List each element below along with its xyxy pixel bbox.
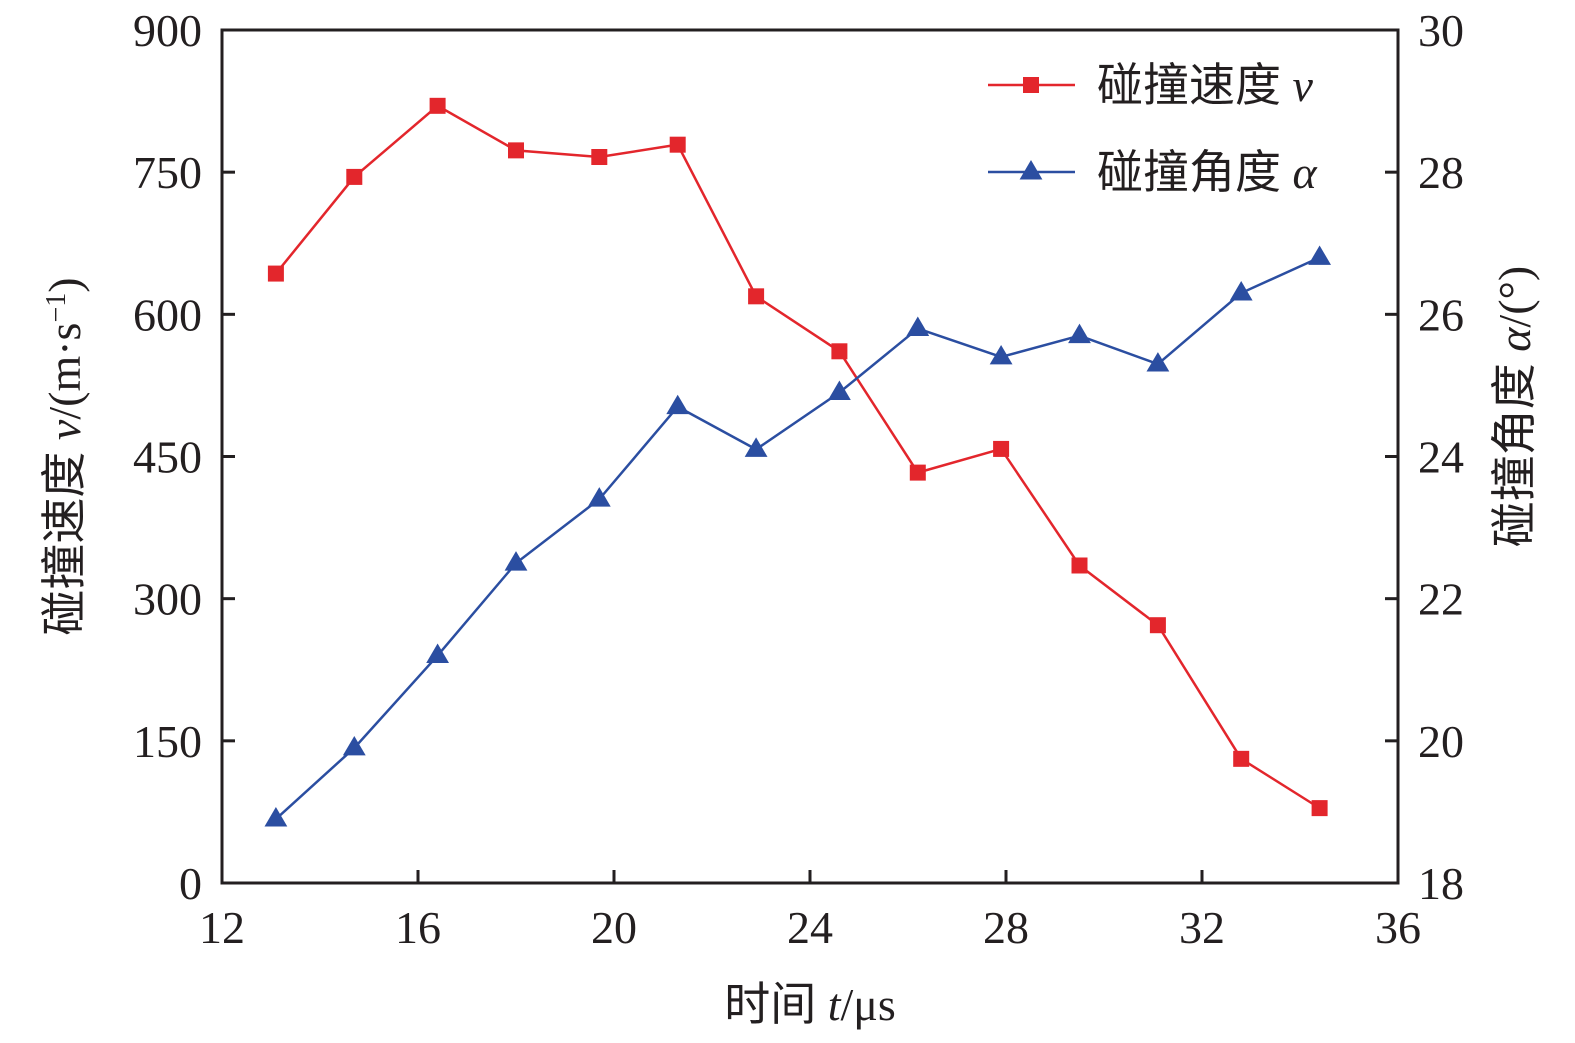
y-axis-left-title-variable: v — [39, 419, 90, 440]
data-point-triangle — [587, 487, 611, 507]
x-tick-label: 20 — [591, 902, 637, 953]
series-line-1 — [275, 256, 1321, 820]
y-left-tick-label: 750 — [133, 147, 202, 198]
legend-item-velocity: 碰撞速度 v — [988, 60, 1314, 111]
data-point-square — [1311, 800, 1328, 817]
y-right-tick-label: 28 — [1418, 147, 1464, 198]
data-point-triangle — [1308, 245, 1331, 265]
y-right-tick-label: 18 — [1418, 858, 1464, 909]
x-tick-label: 16 — [395, 902, 441, 953]
legend-label-velocity-prefix: 碰撞速度 — [1097, 60, 1293, 111]
y-left-tick-label: 300 — [133, 574, 202, 625]
legend-item-angle: 碰撞角度 α — [988, 147, 1318, 198]
data-point-square — [346, 168, 363, 185]
x-axis-title-unit: /μs — [840, 979, 895, 1030]
data-point-triangle — [426, 643, 449, 663]
y-axis-right-title: 碰撞角度 α/(°) — [1489, 266, 1540, 547]
legend-label-angle-variable: α — [1293, 147, 1318, 198]
y-right-tick-label: 30 — [1418, 5, 1464, 56]
y-left-tick-label: 900 — [133, 5, 202, 56]
y-axis-right: 18 20 22 24 26 28 30 — [1385, 5, 1464, 909]
legend-marker-square — [1023, 77, 1039, 93]
y-axis-left-title-close: ) — [39, 277, 90, 292]
data-point-triangle — [666, 394, 690, 415]
y-left-tick-label: 150 — [133, 716, 202, 767]
legend-marker-triangle — [1019, 160, 1043, 180]
y-right-tick-label: 20 — [1418, 716, 1464, 767]
data-point-triangle — [504, 551, 528, 571]
series-line-0 — [274, 104, 1321, 810]
data-point-triangle — [744, 437, 768, 457]
data-point-triangle — [1229, 281, 1253, 301]
data-point-square — [748, 288, 765, 305]
legend-label-velocity-variable: v — [1293, 60, 1314, 111]
legend-label-angle-prefix: 碰撞角度 — [1097, 147, 1293, 198]
data-point-square — [831, 343, 848, 360]
data-point-triangle — [828, 380, 851, 400]
x-axis-title-variable: t — [828, 979, 842, 1030]
y-right-tick-label: 24 — [1418, 432, 1464, 483]
legend-label-angle: 碰撞角度 α — [1097, 147, 1318, 198]
data-point-square — [1149, 617, 1166, 634]
data-point-square — [591, 149, 608, 166]
data-point-square — [429, 97, 446, 114]
plot-marks — [264, 97, 1331, 827]
x-axis-title: 时间 t/μs — [724, 979, 896, 1030]
data-point-triangle — [906, 316, 930, 336]
y-right-tick-label: 22 — [1418, 574, 1464, 625]
y-axis-left-title-prefix: 碰撞速度 — [39, 440, 90, 636]
x-tick-label: 12 — [199, 902, 245, 953]
data-point-triangle — [1068, 323, 1091, 344]
y-left-tick-label: 0 — [179, 858, 202, 909]
data-point-square — [909, 464, 926, 481]
y-left-tick-label: 600 — [133, 289, 202, 340]
y-axis-left-title-superscript: −1 — [41, 293, 72, 323]
data-point-triangle — [1146, 352, 1170, 372]
data-point-triangle — [264, 807, 288, 827]
y-axis-right-title-unit: /(°) — [1489, 266, 1540, 328]
y-axis-left: 0 150 300 450 600 750 900 — [133, 5, 235, 909]
data-point-square — [267, 265, 284, 282]
y-axis-right-title-prefix: 碰撞角度 — [1489, 352, 1540, 548]
legend-label-velocity: 碰撞速度 v — [1097, 60, 1314, 111]
x-tick-label: 36 — [1375, 902, 1421, 953]
data-point-square — [993, 440, 1010, 457]
x-axis-title-prefix: 时间 — [724, 979, 828, 1030]
y-axis-left-title-unit: /(m·s — [39, 323, 90, 420]
y-axis-right-title-variable: α — [1489, 327, 1540, 352]
data-point-triangle — [989, 344, 1013, 365]
x-tick-label: 24 — [787, 902, 833, 953]
x-axis: 12 16 20 24 28 32 36 — [199, 870, 1421, 953]
legend: 碰撞速度 v 碰撞角度 α — [988, 60, 1318, 198]
data-point-square — [1071, 557, 1088, 574]
y-axis-left-title: 碰撞速度 v/(m·s−1) — [39, 277, 90, 635]
x-tick-label: 28 — [983, 902, 1029, 953]
data-point-square — [669, 136, 686, 153]
data-point-square — [1233, 750, 1250, 767]
y-right-tick-label: 26 — [1418, 289, 1464, 340]
data-point-square — [508, 142, 524, 159]
x-tick-label: 32 — [1179, 902, 1225, 953]
data-point-triangle — [342, 735, 366, 756]
y-left-tick-label: 450 — [133, 432, 202, 483]
